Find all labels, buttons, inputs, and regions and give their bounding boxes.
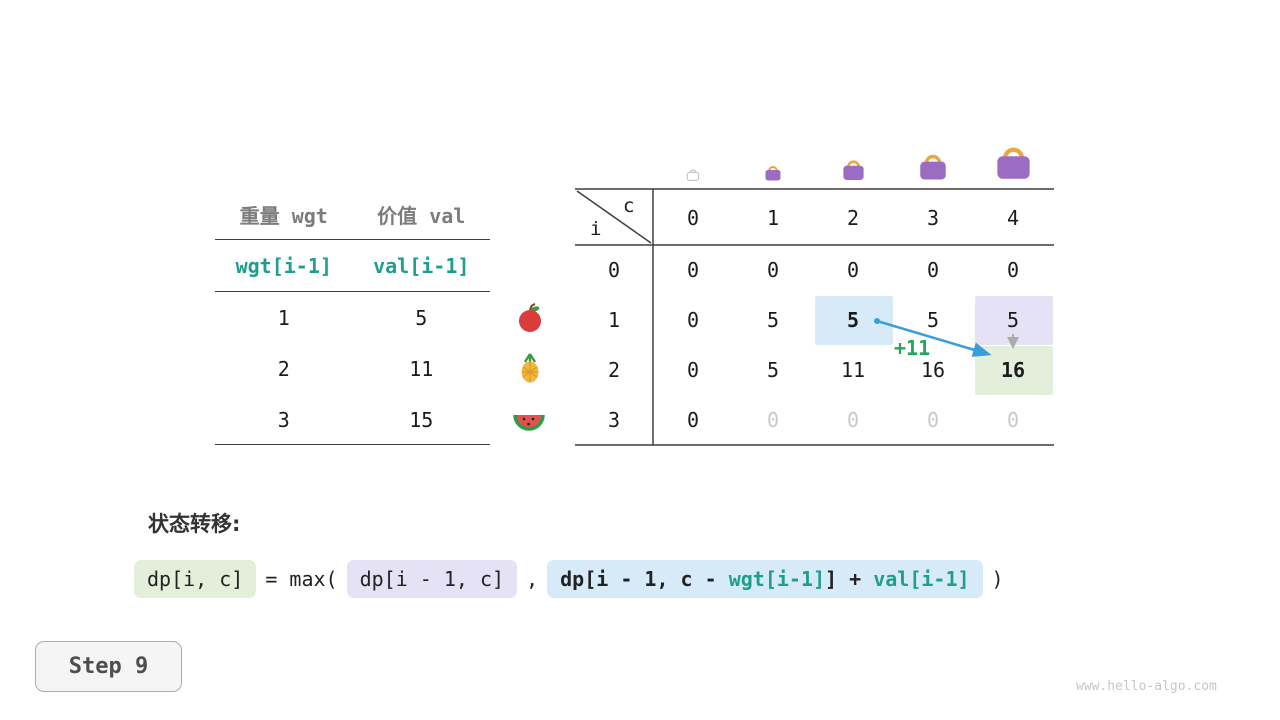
- item-row-3: 3 15: [215, 394, 490, 445]
- dp-cell-1-0: 0: [686, 308, 700, 332]
- dp-row-header-2: 2: [607, 358, 621, 382]
- dp-col-header-4: 4: [1006, 205, 1020, 230]
- dp-corner-label-c: c: [623, 195, 635, 217]
- dp-col-header-3: 3: [926, 205, 940, 230]
- item-1-value: 5: [415, 305, 428, 330]
- dp-col-headers: 0 1 2 3 4: [653, 190, 1053, 245]
- bag-xlarge-icon: [992, 139, 1035, 182]
- item-table-formula-val: val[i-1]: [373, 253, 470, 278]
- formula-take-prefix: dp[i - 1, c -: [560, 567, 729, 591]
- dp-cell-3-4: 0: [1006, 408, 1020, 432]
- transition-add-value-label: +11: [894, 336, 931, 360]
- dp-cell-0-0: 0: [686, 258, 700, 282]
- formula-option-keep: dp[i - 1, c]: [346, 560, 518, 598]
- item-3-value: 15: [409, 407, 434, 432]
- dp-corner-label-i: i: [590, 218, 602, 240]
- item-table-formula-row: wgt[i-1] val[i-1]: [215, 240, 490, 292]
- dp-cell-2-1: 5: [766, 358, 780, 382]
- pineapple-icon: [514, 352, 546, 384]
- formula-take-val: val[i-1]: [873, 567, 970, 591]
- dp-cell-0-4: 0: [1006, 258, 1020, 282]
- formula-option-take: dp[i - 1, c - wgt[i-1]] + val[i-1]: [547, 560, 983, 598]
- step-indicator: Step 9: [35, 641, 182, 692]
- dp-cell-0-2: 0: [846, 258, 860, 282]
- item-table-header-wgt: 重量 wgt: [239, 204, 328, 228]
- dp-row-headers: 0 1 2 3: [575, 245, 653, 445]
- apple-icon: [514, 302, 546, 334]
- bag-medium-icon: [840, 155, 867, 182]
- dp-cells-grid: 0 0 0 0 0 0 5 5 5 5 0 5 11 16 16 0 0 0 0…: [653, 245, 1053, 445]
- dp-col-header-0: 0: [686, 205, 700, 230]
- dp-cell-2-0: 0: [686, 358, 700, 382]
- item-table-formula-wgt: wgt[i-1]: [235, 253, 332, 278]
- formula-take-middle: ] +: [825, 567, 874, 591]
- dp-cell-3-3: 0: [926, 408, 940, 432]
- item-table-header-val: 价值 val: [377, 204, 466, 228]
- item-row-2: 2 11: [215, 343, 490, 394]
- item-1-weight: 1: [277, 305, 290, 330]
- dp-cell-1-4: 5: [1006, 308, 1020, 332]
- dp-cell-0-1: 0: [766, 258, 780, 282]
- transition-formula: dp[i, c] = max( dp[i - 1, c] , dp[i - 1,…: [134, 560, 1004, 598]
- watermelon-icon: [512, 406, 546, 436]
- dp-cell-2-3: 16: [920, 358, 946, 382]
- formula-comma: ,: [526, 567, 539, 591]
- item-row-1: 1 5: [215, 292, 490, 343]
- dp-row-header-0: 0: [607, 258, 621, 282]
- dp-cell-0-3: 0: [926, 258, 940, 282]
- dp-row-header-1: 1: [607, 308, 621, 332]
- transition-section-label: 状态转移:: [148, 512, 241, 536]
- dp-cell-2-2: 11: [840, 358, 866, 382]
- item-table-header-row: 重量 wgt 价值 val: [215, 190, 490, 240]
- bag-small-icon: [763, 162, 783, 182]
- dp-cell-3-0: 0: [686, 408, 700, 432]
- bag-large-icon: [916, 148, 950, 182]
- item-2-weight: 2: [277, 356, 290, 381]
- dp-cell-1-1: 5: [766, 308, 780, 332]
- formula-dp-current: dp[i, c]: [134, 560, 257, 598]
- item-2-value: 11: [409, 356, 434, 381]
- dp-col-header-2: 2: [846, 205, 860, 230]
- formula-close-paren: ): [991, 567, 1004, 591]
- dp-cell-1-2: 5: [846, 308, 860, 332]
- dp-row-header-3: 3: [607, 408, 621, 432]
- step-label: Step 9: [68, 654, 149, 679]
- site-watermark: www.hello-algo.com: [1076, 679, 1217, 694]
- item-table: 重量 wgt 价值 val wgt[i-1] val[i-1] 1 5 2 11…: [215, 190, 490, 445]
- dp-cell-3-1: 0: [766, 408, 780, 432]
- dp-cell-2-4: 16: [1000, 358, 1026, 382]
- bag-outline-icon: [685, 166, 701, 182]
- dp-cell-3-2: 0: [846, 408, 860, 432]
- formula-take-wgt: wgt[i-1]: [728, 567, 826, 591]
- item-3-weight: 3: [277, 407, 290, 432]
- formula-equals-max: = max(: [265, 567, 338, 591]
- dp-col-header-1: 1: [766, 205, 780, 230]
